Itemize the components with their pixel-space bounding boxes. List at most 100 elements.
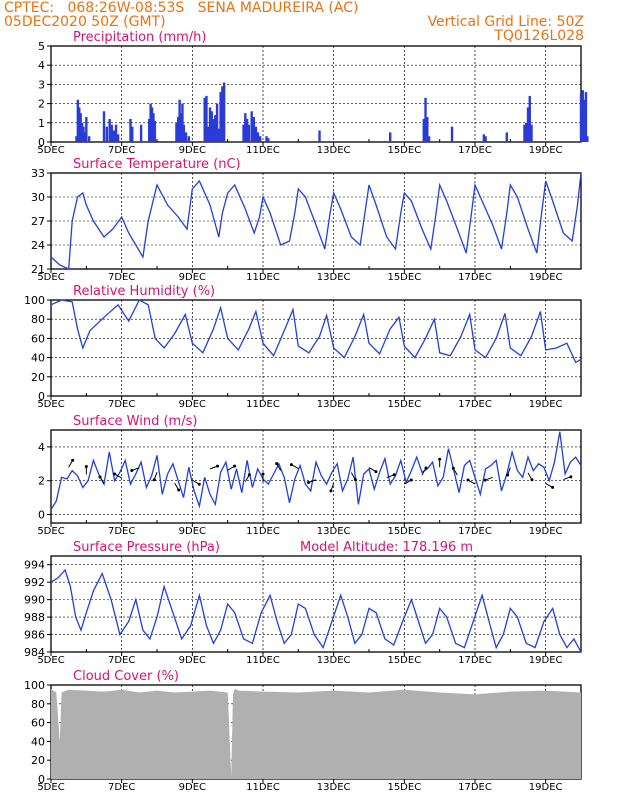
precip-bar <box>184 132 188 142</box>
precip-bar <box>256 132 260 142</box>
y-tick-label: 2 <box>38 475 45 488</box>
chart-title: Cloud Cover (%) <box>73 669 179 684</box>
precip-bar <box>426 117 429 142</box>
precip-bar <box>112 130 116 142</box>
x-tick-label: 7DEC <box>108 399 135 410</box>
x-tick-label: 13DEC <box>317 782 351 793</box>
precip-bar <box>254 126 258 142</box>
y-tick-label: 0 <box>38 390 45 403</box>
precip-bar <box>267 138 270 142</box>
x-tick-label: 13DEC <box>317 526 351 537</box>
x-tick-label: 15DEC <box>387 526 421 537</box>
precip-bar <box>205 95 208 142</box>
precip-bar <box>528 95 531 142</box>
x-tick-label: 19DEC <box>529 145 563 156</box>
x-tick-label: 17DEC <box>458 399 492 410</box>
precip-bar <box>139 124 143 142</box>
precip-bar <box>318 130 321 142</box>
y-tick-label: 33 <box>31 167 45 180</box>
precip-bar <box>530 124 533 142</box>
y-tick-label: 4 <box>38 441 45 454</box>
precip-bar <box>583 99 586 142</box>
x-tick-label: 19DEC <box>529 526 563 537</box>
x-tick-label: 5DEC <box>37 399 64 410</box>
wind-arrow-head <box>438 457 442 461</box>
y-tick-label: 988 <box>24 611 45 624</box>
wind-arrow-head <box>530 478 534 482</box>
panel-2: 0 20 40 60 80 100 5DEC 7DEC 9DEC 11DEC 13DEC 15DEC 1… <box>24 284 582 410</box>
wind-arrow-head <box>84 464 88 468</box>
x-tick-label: 19DEC <box>529 399 563 410</box>
header-model-id: TQ0126L028 <box>494 28 584 44</box>
y-tick-label: 30 <box>31 191 45 204</box>
header-date: 05DEC2020 50Z (GMT) <box>4 14 166 30</box>
panel-3: 0 2 4 5DEC 7DEC 9DEC 11DEC 13DEC 15DEC 17DEC 19DEC… <box>37 414 582 537</box>
plot-frame <box>50 429 582 524</box>
precip-bar <box>215 103 219 142</box>
precip-bar <box>114 124 118 142</box>
series-line <box>50 299 582 364</box>
x-tick-label: 9DEC <box>179 145 206 156</box>
x-tick-label: 9DEC <box>179 782 206 793</box>
precip-bar <box>182 124 186 142</box>
precip-bar <box>181 103 184 142</box>
precip-bar <box>484 136 487 142</box>
wind-arrow-head <box>451 466 455 470</box>
wind-arrow-head <box>289 463 293 467</box>
y-tick-label: 100 <box>24 294 45 307</box>
y-tick-label: 4 <box>38 59 45 72</box>
precip-bar <box>210 111 213 142</box>
precip-bar <box>178 99 181 142</box>
wind-arrow-head <box>233 464 237 468</box>
precip-bar <box>244 113 247 142</box>
x-tick-label: 17DEC <box>458 272 492 283</box>
y-tick-label: 60 <box>31 332 45 345</box>
x-tick-label: 9DEC <box>179 272 206 283</box>
precip-bar <box>265 136 268 142</box>
x-tick-label: 5DEC <box>37 655 64 666</box>
precip-bar <box>80 122 84 142</box>
precip-bar <box>177 117 180 142</box>
chart-title: Surface Temperature (nC) <box>73 157 241 172</box>
wind-arrow-head <box>113 472 117 476</box>
y-tick-label: 60 <box>31 717 45 730</box>
x-tick-label: 17DEC <box>458 782 492 793</box>
x-tick-label: 5DEC <box>37 272 64 283</box>
precip-bar <box>526 107 530 142</box>
x-tick-label: 15DEC <box>387 655 421 666</box>
y-tick-label: 80 <box>31 698 45 711</box>
x-tick-label: 11DEC <box>246 526 280 537</box>
y-tick-label: 0 <box>38 136 45 149</box>
x-tick-label: 13DEC <box>317 399 351 410</box>
precip-bar <box>482 134 486 142</box>
x-tick-label: 9DEC <box>179 399 206 410</box>
series-line <box>50 431 582 510</box>
precip-bar <box>129 118 132 142</box>
cloud-area <box>51 688 581 779</box>
wind-arrow-head <box>329 489 333 493</box>
precip-bar <box>207 126 210 142</box>
precip-bar <box>212 118 215 142</box>
precip-bar <box>427 136 431 142</box>
precip-bar <box>108 118 111 142</box>
precip-bar <box>82 126 85 142</box>
wind-arrow-head <box>152 478 156 482</box>
precip-bar <box>78 107 81 142</box>
x-tick-label: 17DEC <box>458 655 492 666</box>
wind-arrow-head <box>261 472 265 476</box>
chart-annotation: Model Altitude: 178.196 m <box>300 540 473 555</box>
precip-bar <box>203 97 206 142</box>
precip-bar <box>214 115 217 142</box>
x-tick-label: 9DEC <box>179 655 206 666</box>
precip-bar <box>222 82 226 142</box>
x-tick-label: 13DEC <box>317 145 351 156</box>
precip-bar <box>581 90 584 142</box>
precip-bar <box>422 118 425 142</box>
wind-arrow-head <box>216 464 220 468</box>
wind-arrow-head <box>506 473 510 477</box>
y-tick-label: 20 <box>31 371 45 384</box>
precip-bar <box>525 122 528 142</box>
precip-bar <box>252 117 256 142</box>
chart-title: Surface Pressure (hPa) <box>73 540 220 555</box>
